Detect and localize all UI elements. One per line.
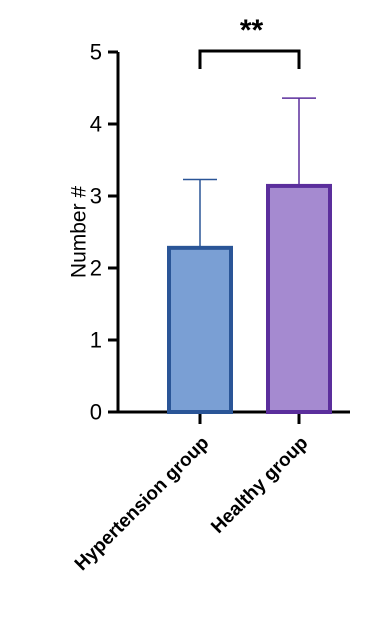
y-axis: 0 1 2 3 4 5 Number # [68, 40, 120, 425]
significance-annotation: ** [198, 14, 301, 69]
significance-bracket [198, 49, 301, 69]
error-bars [183, 97, 316, 248]
y-tick-label: 3 [90, 184, 102, 209]
x-tick-label: Healthy group [207, 433, 312, 538]
bars [167, 183, 332, 414]
y-tick-label: 1 [90, 328, 102, 353]
y-axis-title: Number # [68, 186, 91, 279]
y-tick-label: 4 [90, 112, 102, 137]
y-tick-label: 2 [90, 256, 102, 281]
y-tick-label: 0 [90, 400, 102, 425]
bar [167, 245, 233, 414]
significance-label: ** [240, 14, 264, 47]
y-ticks: 0 1 2 3 4 5 [90, 40, 118, 425]
bar [266, 183, 332, 414]
x-tick-label: Hypertension group [71, 433, 213, 575]
y-tick-label: 5 [90, 40, 102, 65]
